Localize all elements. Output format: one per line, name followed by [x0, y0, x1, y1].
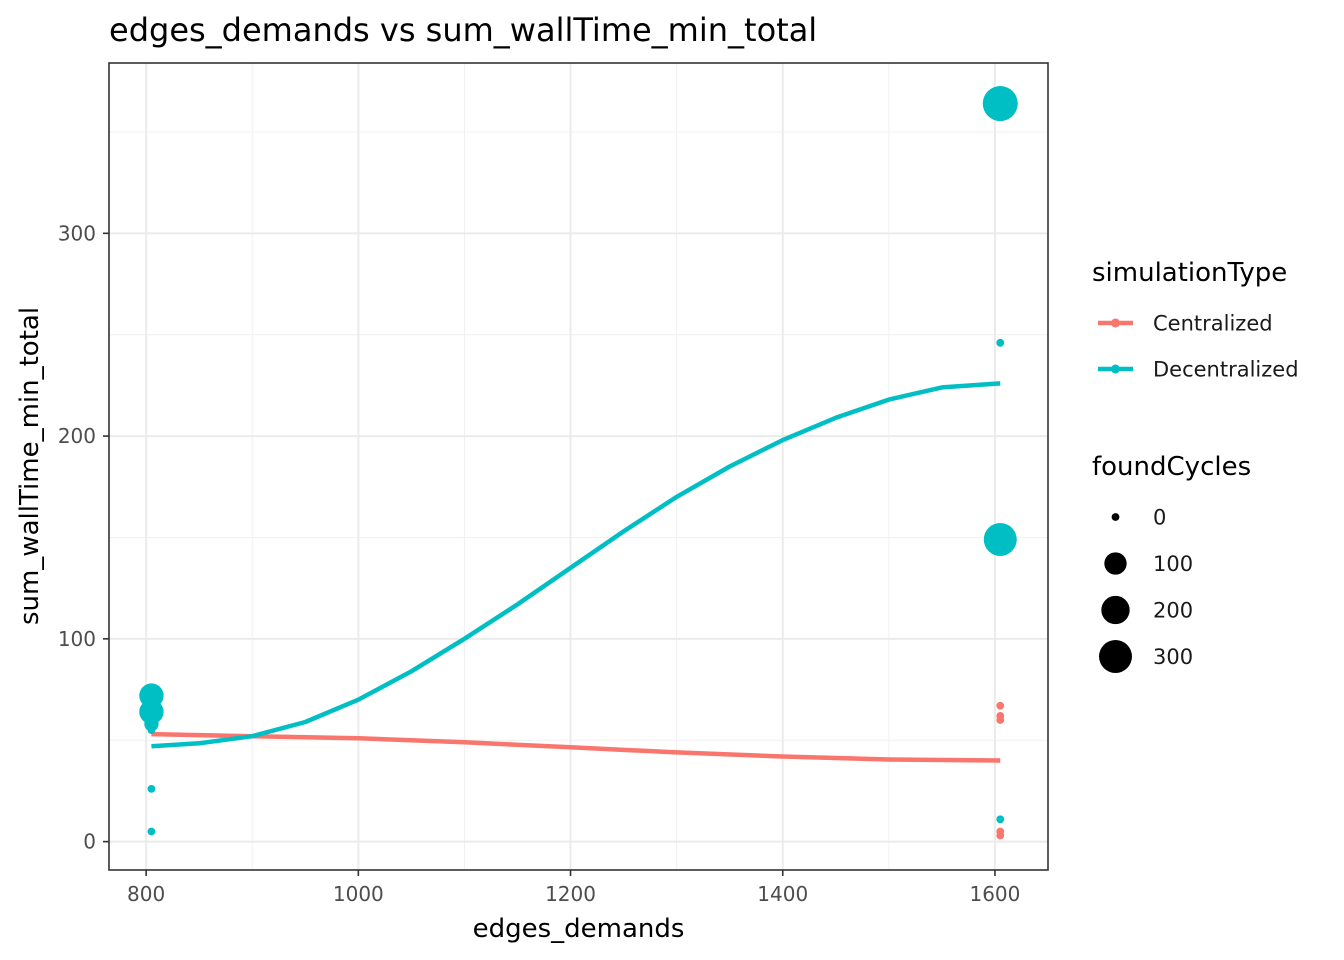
x-tick-label: 1600 — [969, 882, 1020, 906]
major-grid — [109, 63, 1048, 870]
x-tick-label: 800 — [127, 882, 165, 906]
data-point-decentralized — [139, 699, 164, 725]
y-tick-label: 100 — [58, 627, 96, 651]
data-point-decentralized — [147, 784, 156, 793]
legend-color-title: simulationType — [1092, 258, 1287, 288]
y-axis: 0 100 200 300 — [58, 221, 109, 854]
smooth-lines — [151, 381, 1001, 763]
data-point-centralized — [996, 831, 1005, 840]
x-tick-label: 1000 — [333, 882, 384, 906]
legend: simulationType CentralizedDecentralized … — [1092, 258, 1299, 673]
y-axis-title: sum_wallTime_min_total — [15, 307, 45, 625]
legend-size-key — [1111, 513, 1120, 521]
legend-key-point — [1111, 364, 1120, 374]
data-point-decentralized — [996, 338, 1005, 347]
legend-size-entries: 0 100 200 300 — [1099, 506, 1193, 673]
plot-panel — [108, 62, 1049, 871]
legend-size-label: 200 — [1153, 599, 1193, 623]
legend-color-entries: Centralized Decentralized — [1098, 312, 1299, 382]
panel-border — [108, 62, 1049, 871]
y-tick-label: 0 — [83, 830, 96, 854]
data-point-decentralized — [147, 726, 156, 734]
legend-size-title: foundCycles — [1092, 452, 1251, 482]
x-tick-label: 1400 — [757, 882, 808, 906]
legend-size-key — [1099, 640, 1132, 673]
data-point-decentralized — [996, 815, 1005, 824]
data-point-decentralized — [983, 523, 1017, 556]
data-point-centralized — [996, 701, 1005, 710]
legend-size-key — [1104, 552, 1127, 575]
data-points — [139, 86, 1018, 840]
data-point-decentralized — [144, 716, 159, 732]
legend-size-label: 0 — [1153, 506, 1166, 530]
chart-title: edges_demands vs sum_wallTime_min_total — [109, 11, 817, 49]
x-tick-label: 1200 — [545, 882, 596, 906]
legend-color-label: Decentralized — [1153, 358, 1299, 382]
y-tick-label: 200 — [58, 424, 96, 448]
data-point-decentralized — [147, 827, 156, 836]
legend-color-label: Centralized — [1153, 312, 1273, 336]
legend-key-point — [1111, 318, 1120, 328]
smooth-line-centralized — [151, 731, 1001, 763]
legend-size-label: 100 — [1153, 552, 1193, 576]
data-point-centralized — [996, 716, 1005, 724]
data-point-decentralized — [982, 86, 1018, 122]
minor-grid — [109, 63, 1048, 870]
legend-size-key — [1101, 595, 1130, 625]
x-axis: 800 1000 1200 1400 1600 — [127, 870, 1020, 906]
x-axis-title: edges_demands — [473, 914, 685, 944]
y-tick-label: 300 — [58, 221, 96, 245]
legend-size-label: 300 — [1153, 645, 1193, 669]
smooth-line-decentralized — [151, 381, 1001, 749]
